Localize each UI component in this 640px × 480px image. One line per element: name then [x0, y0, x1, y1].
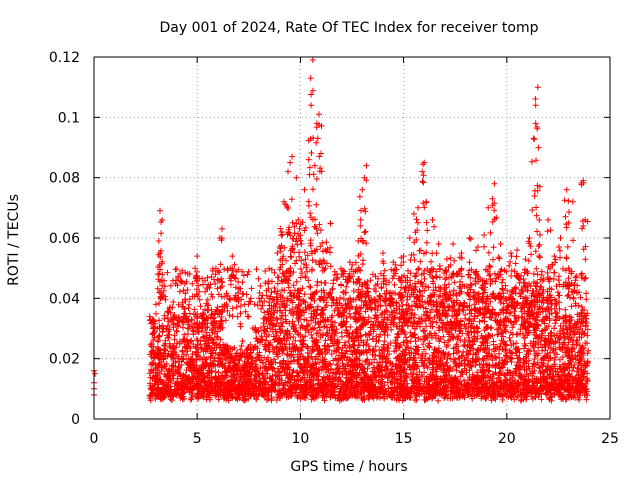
data-point — [562, 306, 569, 313]
data-point — [584, 326, 591, 333]
data-point — [420, 304, 427, 311]
data-point — [381, 338, 388, 345]
data-point — [370, 336, 377, 343]
data-points — [91, 57, 592, 404]
data-point — [298, 322, 305, 329]
data-point — [156, 317, 163, 324]
data-point — [339, 360, 346, 367]
data-point — [275, 369, 282, 375]
data-point — [238, 342, 245, 349]
data-point — [403, 334, 409, 341]
data-point — [413, 396, 420, 403]
data-point — [517, 397, 524, 404]
data-point — [399, 302, 406, 308]
data-point — [355, 342, 362, 349]
data-point — [153, 310, 159, 317]
data-point — [371, 286, 378, 293]
data-point — [394, 310, 400, 317]
data-point — [154, 338, 161, 345]
data-point — [273, 300, 280, 307]
data-point — [371, 356, 378, 363]
data-point — [531, 367, 538, 374]
data-point — [539, 363, 546, 370]
data-point — [507, 337, 514, 344]
data-point — [509, 324, 516, 331]
data-point — [317, 318, 324, 325]
data-point — [276, 360, 283, 367]
data-point — [338, 329, 345, 336]
data-point — [239, 338, 246, 345]
data-point — [339, 371, 346, 378]
data-point — [551, 357, 558, 363]
data-point — [570, 337, 577, 344]
data-point — [289, 318, 296, 325]
data-point — [363, 357, 370, 364]
data-point — [161, 342, 167, 349]
data-point — [384, 348, 391, 355]
data-point — [184, 330, 191, 337]
data-point — [180, 324, 186, 331]
data-point — [388, 326, 395, 333]
data-point — [237, 346, 244, 353]
data-point — [159, 329, 166, 335]
data-point — [467, 296, 474, 303]
data-point — [187, 396, 194, 403]
data-point — [530, 360, 537, 367]
data-point — [407, 345, 414, 352]
data-point — [257, 364, 264, 371]
data-point — [531, 356, 538, 362]
data-point — [286, 307, 293, 314]
data-point — [450, 287, 457, 294]
data-point — [203, 342, 210, 349]
data-point — [357, 333, 364, 340]
data-point — [460, 349, 467, 356]
data-point — [445, 350, 452, 357]
